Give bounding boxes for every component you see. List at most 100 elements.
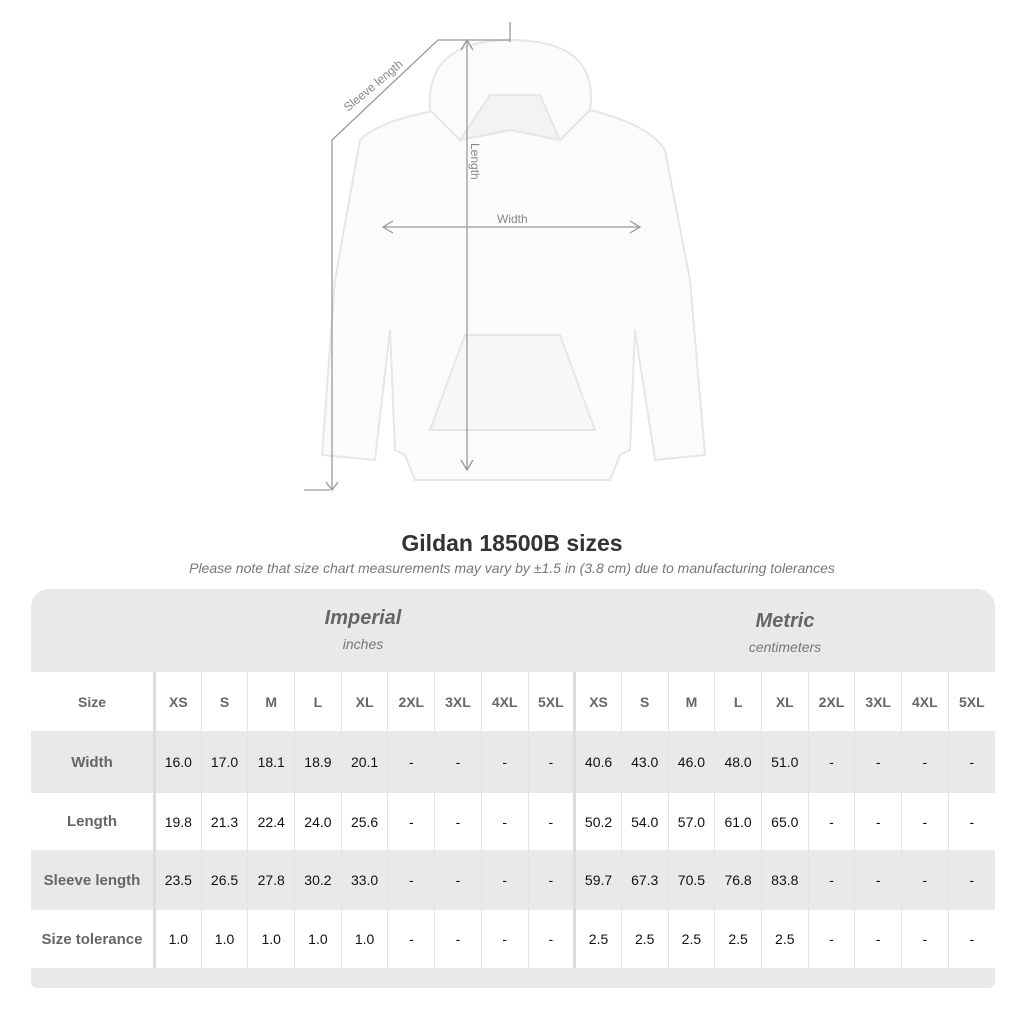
imperial-value: 20.1 <box>340 731 388 793</box>
metric-title: Metric <box>755 610 815 632</box>
imperial-value: - <box>480 731 528 793</box>
table-row: Size tolerance 1.0 1.0 1.0 1.0 1.0- - - -2.5 2.5 2… <box>31 910 995 968</box>
imperial-value: 24.0 <box>294 793 342 850</box>
imperial-value: 1.0 <box>153 910 202 968</box>
metric-size-xs: XS <box>573 672 622 731</box>
imperial-value: - <box>387 850 435 910</box>
metric-value: 65.0 <box>760 793 809 850</box>
imperial-value: - <box>527 850 575 910</box>
size-chart: Imperial inches Metric centimeters Size X… <box>31 589 995 988</box>
metric-value: - <box>947 731 995 793</box>
row-label: Length <box>31 793 155 850</box>
imperial-value: 33.0 <box>340 850 388 910</box>
imperial-value: 25.6 <box>340 793 388 850</box>
metric-value: 50.2 <box>573 793 622 850</box>
imperial-value: 1.0 <box>200 910 248 968</box>
metric-value: 54.0 <box>620 793 669 850</box>
imperial-size-l: L <box>294 672 342 731</box>
metric-value: - <box>947 793 995 850</box>
metric-size-2xl: 2XL <box>807 672 855 731</box>
metric-value: 46.0 <box>667 731 715 793</box>
imperial-value: 19.8 <box>153 793 202 850</box>
metric-value: 51.0 <box>760 731 809 793</box>
metric-value: 43.0 <box>620 731 669 793</box>
metric-value: 70.5 <box>667 850 715 910</box>
imperial-value: - <box>527 910 575 968</box>
imperial-value: - <box>480 910 528 968</box>
metric-value: 61.0 <box>714 793 762 850</box>
imperial-value: - <box>434 910 482 968</box>
imperial-value: 1.0 <box>247 910 295 968</box>
metric-value: 83.8 <box>760 850 809 910</box>
hoodie-diagram: Sleeve length Length Width <box>304 22 707 492</box>
table-row: Length 19.8 21.3 22.4 24.0 25.6- - - -50.2 54.0 57… <box>31 793 995 850</box>
metric-value: - <box>901 731 949 793</box>
metric-size-5xl: 5XL <box>947 672 995 731</box>
imperial-size-2xl: 2XL <box>387 672 435 731</box>
imperial-value: 23.5 <box>153 850 202 910</box>
imperial-size-s: S <box>200 672 248 731</box>
metric-value: 2.5 <box>760 910 809 968</box>
row-label: Size tolerance <box>31 910 155 968</box>
imperial-value: - <box>527 731 575 793</box>
imperial-title: Imperial <box>324 607 402 629</box>
metric-size-s: S <box>620 672 669 731</box>
metric-value: - <box>854 850 902 910</box>
imperial-value: - <box>480 793 528 850</box>
imperial-value: - <box>387 731 435 793</box>
imperial-value: - <box>434 731 482 793</box>
metric-size-xl: XL <box>760 672 809 731</box>
metric-unit: centimeters <box>748 639 822 655</box>
imperial-size-4xl: 4XL <box>480 672 528 731</box>
table-row: Width 16.0 17.0 18.1 18.9 20.1- - - -40.6 43.0 46.… <box>31 731 995 793</box>
metric-value: - <box>807 850 855 910</box>
metric-value: - <box>807 731 855 793</box>
width-label: Width <box>497 212 528 226</box>
imperial-value: - <box>434 850 482 910</box>
table-row: Sleeve length 23.5 26.5 27.8 30.2 33.0- - - -59.… <box>31 850 995 910</box>
metric-value: - <box>807 793 855 850</box>
sleeve-length-label: Sleeve length <box>341 57 406 114</box>
size-column-label: Size <box>31 672 155 731</box>
size-table: Size XS S M L XL 2XL 3XL 4XL 5XL XS S M L XL 2XL 3XL 4XL 5… <box>31 672 995 968</box>
metric-value: - <box>947 850 995 910</box>
row-label: Width <box>31 731 155 793</box>
imperial-size-xs: XS <box>153 672 202 731</box>
imperial-value: 27.8 <box>247 850 295 910</box>
imperial-value: 30.2 <box>294 850 342 910</box>
metric-value: - <box>901 850 949 910</box>
metric-size-l: L <box>714 672 762 731</box>
imperial-value: 18.9 <box>294 731 342 793</box>
metric-value: 2.5 <box>620 910 669 968</box>
imperial-value: 16.0 <box>153 731 202 793</box>
hoodie-illustration <box>320 38 707 481</box>
metric-value: 76.8 <box>714 850 762 910</box>
imperial-value: 26.5 <box>200 850 248 910</box>
imperial-size-xl: XL <box>340 672 388 731</box>
measurement-lines <box>304 22 642 492</box>
metric-value: 57.0 <box>667 793 715 850</box>
metric-value: 40.6 <box>573 731 622 793</box>
metric-size-4xl: 4XL <box>901 672 949 731</box>
imperial-value: - <box>387 910 435 968</box>
metric-value: 2.5 <box>573 910 622 968</box>
metric-value: - <box>947 910 995 968</box>
metric-size-m: M <box>667 672 715 731</box>
imperial-value: 18.1 <box>247 731 295 793</box>
metric-value: - <box>854 731 902 793</box>
metric-value: - <box>901 793 949 850</box>
metric-value: 59.7 <box>573 850 622 910</box>
size-header-row: Size XS S M L XL 2XL 3XL 4XL 5XL XS S M L XL 2XL 3XL 4XL 5… <box>31 672 995 731</box>
metric-value: - <box>807 910 855 968</box>
metric-value: 48.0 <box>714 731 762 793</box>
imperial-value: - <box>480 850 528 910</box>
imperial-unit: inches <box>342 636 384 652</box>
metric-value: 2.5 <box>667 910 715 968</box>
metric-value: 2.5 <box>714 910 762 968</box>
imperial-size-5xl: 5XL <box>527 672 575 731</box>
page-title: Gildan 18500B sizes <box>401 530 623 556</box>
metric-size-3xl: 3XL <box>854 672 902 731</box>
metric-value: - <box>901 910 949 968</box>
imperial-value: 17.0 <box>200 731 248 793</box>
metric-value: 67.3 <box>620 850 669 910</box>
